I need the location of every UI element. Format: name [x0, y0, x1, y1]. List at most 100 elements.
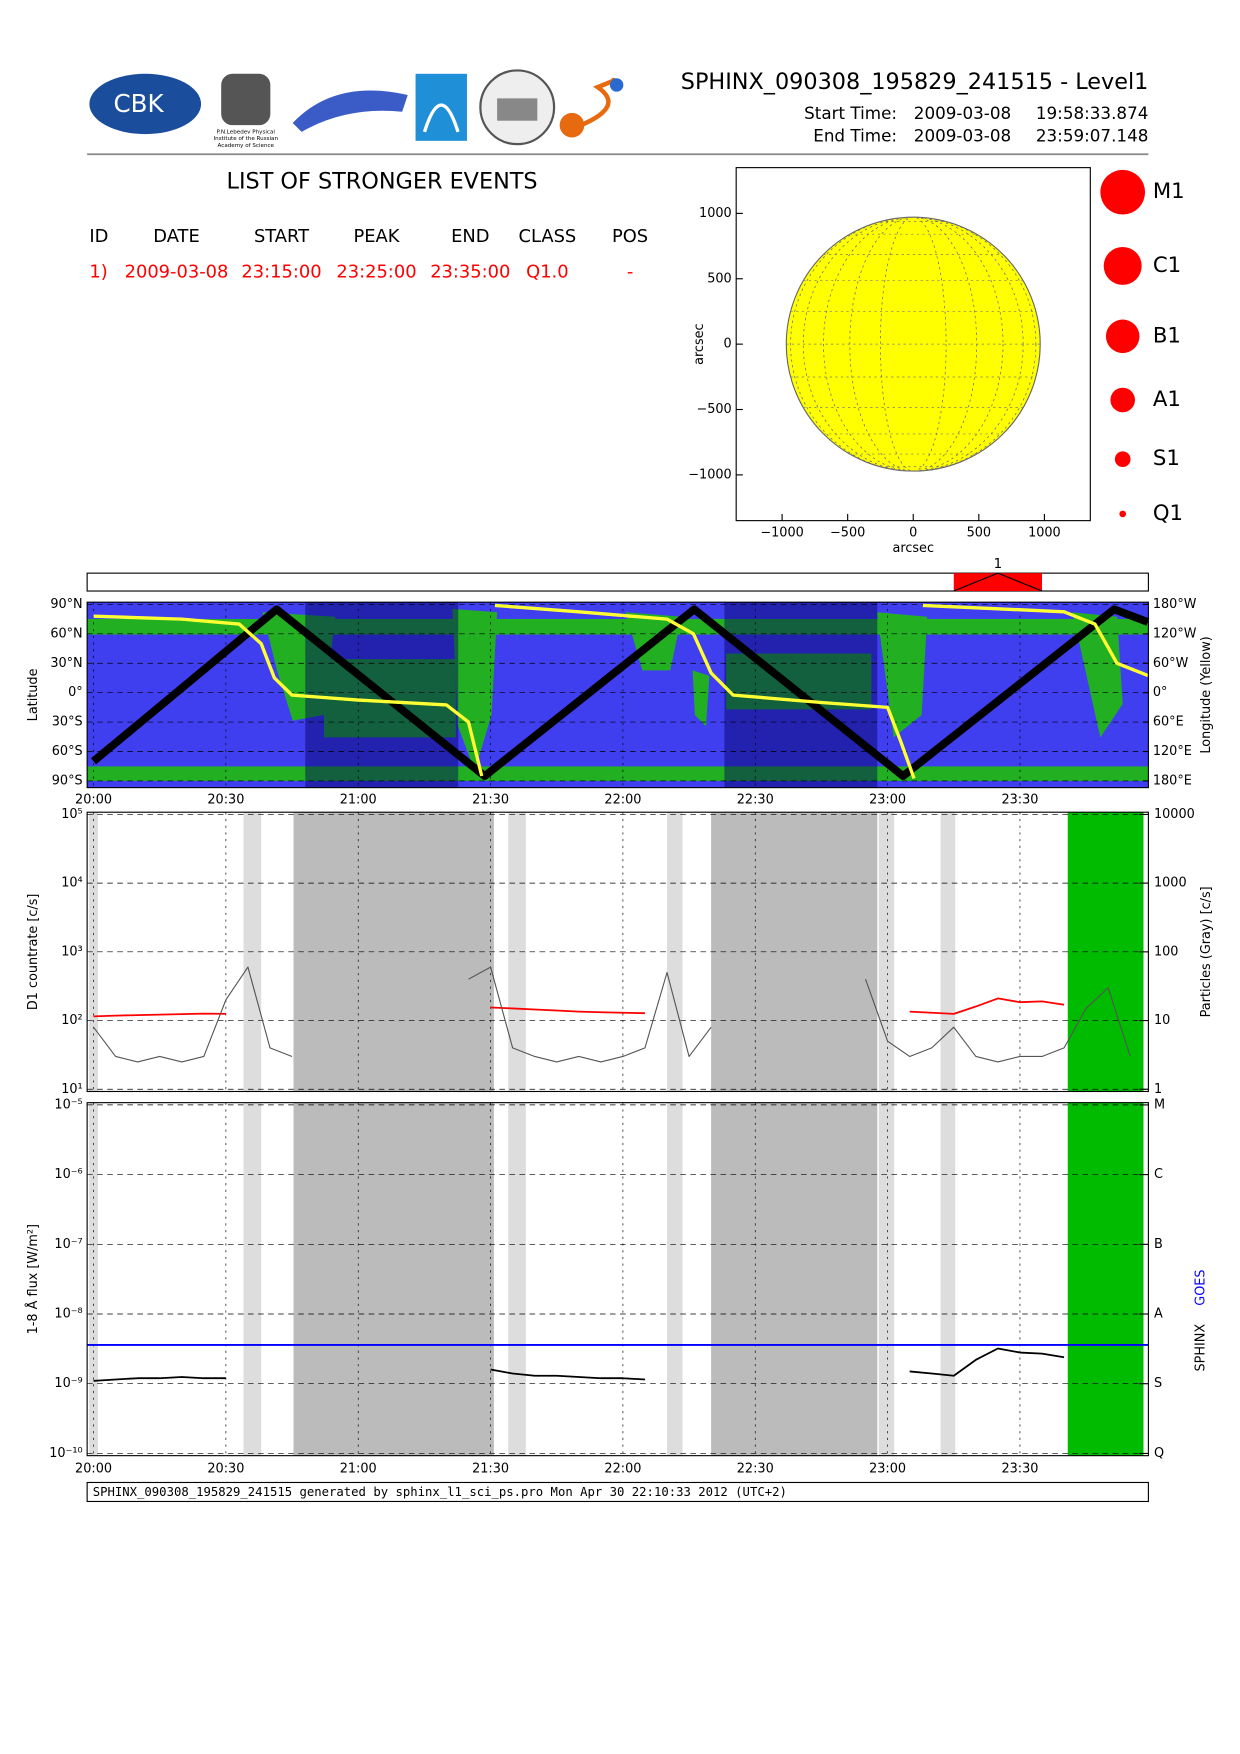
class-marker — [1119, 510, 1127, 518]
y2-axis-label: Longitude (Yellow) — [1199, 636, 1214, 753]
class-label: A1 — [1153, 387, 1181, 412]
y-tick-label: 10¹ — [61, 1082, 82, 1097]
meridian — [849, 216, 978, 472]
y2-tick-label: 100 — [1154, 944, 1179, 959]
logo-sun — [559, 112, 585, 138]
land — [1072, 612, 1123, 738]
x-tick-label: −500 — [830, 525, 865, 540]
table-cell: 1) — [89, 262, 107, 283]
y-tick-label: 30°S — [52, 715, 83, 730]
logo-portrait — [221, 73, 271, 126]
x-tick-label: 23:00 — [869, 1462, 906, 1477]
y-tick-label: 10⁻⁶ — [54, 1167, 82, 1182]
y-tick-label: 10⁻⁷ — [54, 1237, 82, 1252]
end-date: 2009-03-08 — [914, 125, 1011, 145]
shaded-band — [667, 1102, 683, 1456]
y-tick-label: 1000 — [699, 206, 732, 221]
x-tick-label: 22:00 — [604, 1462, 641, 1477]
y2-tick-label: 120°E — [1153, 744, 1192, 759]
shaded-band — [508, 812, 526, 1092]
land — [452, 608, 498, 771]
y2-tick-label: 1000 — [1154, 876, 1187, 891]
table-header: END — [451, 226, 489, 247]
report-title: SPHINX_090308_195829_241515 - Level1 — [681, 69, 1149, 95]
end-label: End Time: — [813, 125, 897, 145]
y-tick-label: 10⁻⁵ — [54, 1097, 82, 1112]
table-cell: 2009-03-08 — [125, 262, 229, 283]
class-marker — [1114, 451, 1131, 468]
logo-cbk — [89, 73, 202, 135]
x-tick-label: −1000 — [760, 525, 803, 540]
x-tick-label: 500 — [967, 525, 992, 540]
shaded-band — [711, 1102, 878, 1456]
class-label: M1 — [1153, 179, 1185, 204]
shaded-band — [89, 812, 98, 1092]
y-tick-label: 0 — [724, 337, 732, 352]
y2-axis-label: Particles (Gray) [c/s] — [1199, 886, 1214, 1017]
x-tick-label: 22:30 — [737, 792, 774, 807]
table-title: LIST OF STRONGER EVENTS — [227, 169, 538, 195]
table-cell: 23:35:00 — [430, 262, 510, 283]
logos: CBK P.N.Lebedev Physical Institute of th… — [89, 69, 624, 149]
y-tick-label: 10³ — [61, 944, 82, 959]
y-tick-label: 10² — [61, 1013, 82, 1028]
footer: SPHINX_090308_195829_241515 generated by… — [93, 1485, 787, 1499]
logo-caption: P.N.Lebedev Physical — [217, 129, 276, 135]
y-tick-label: 0° — [68, 685, 83, 700]
y2-tick-label: A — [1154, 1307, 1163, 1322]
sun-disk — [785, 216, 1041, 472]
x-tick-label: 21:00 — [340, 1462, 377, 1477]
table-cell: Q1.0 — [526, 262, 568, 283]
table-header: POS — [612, 226, 648, 247]
table-header: PEAK — [353, 226, 400, 247]
event-label: 1 — [994, 557, 1003, 572]
x-tick-label: 20:30 — [207, 792, 244, 807]
y-tick-label: 10⁵ — [61, 807, 82, 822]
x-tick-label: 22:00 — [604, 792, 641, 807]
x-tick-label: 23:30 — [1001, 1462, 1038, 1477]
land — [692, 670, 710, 727]
y2-tick-label: M — [1154, 1097, 1165, 1112]
shaded-band — [508, 1102, 526, 1456]
logo-text: CBK — [113, 89, 164, 118]
plot-bg — [87, 812, 1149, 1092]
class-marker — [1110, 387, 1135, 413]
table-header: ID — [89, 226, 108, 247]
logo-building-body — [497, 98, 538, 121]
y-axis-label: D1 countrate [c/s] — [26, 894, 41, 1011]
legend-entry: SPHINX — [1193, 1324, 1208, 1372]
class-marker — [1105, 319, 1140, 354]
y-tick-label: 10⁻⁸ — [54, 1307, 82, 1322]
x-axis-label: arcsec — [892, 541, 934, 556]
y2-tick-label: 60°E — [1153, 715, 1184, 730]
series-line — [93, 966, 1131, 1063]
plot-frame — [86, 601, 1149, 789]
series-line — [93, 1347, 1065, 1382]
shaded-band — [878, 1102, 895, 1456]
plot-bg — [87, 1102, 1149, 1456]
x-tick-label: 0 — [909, 525, 917, 540]
shaded-band — [293, 1102, 494, 1456]
x-tick-label: 20:30 — [207, 1462, 244, 1477]
y-axis-label: arcsec — [692, 323, 707, 365]
y2-tick-label: 180°E — [1153, 773, 1192, 788]
y-tick-label: 60°N — [50, 626, 82, 641]
y-tick-label: 90°S — [52, 773, 83, 788]
plot-frame — [86, 811, 1149, 1093]
x-tick-label: 21:30 — [472, 792, 509, 807]
table-header: CLASS — [519, 226, 577, 247]
event-span — [953, 573, 1043, 592]
y2-tick-label: C — [1154, 1167, 1163, 1182]
shaded-band — [940, 812, 956, 1092]
start-label: Start Time: — [804, 103, 897, 123]
x-tick-label: 20:00 — [75, 792, 112, 807]
land — [87, 766, 1149, 781]
class-marker — [1103, 246, 1142, 285]
footer-box — [86, 1481, 1149, 1503]
series-line — [91, 605, 1150, 780]
x-tick-label: 20:00 — [75, 1462, 112, 1477]
event-peak — [953, 572, 1043, 592]
start-date: 2009-03-08 — [914, 103, 1011, 123]
meridian — [790, 216, 1037, 472]
